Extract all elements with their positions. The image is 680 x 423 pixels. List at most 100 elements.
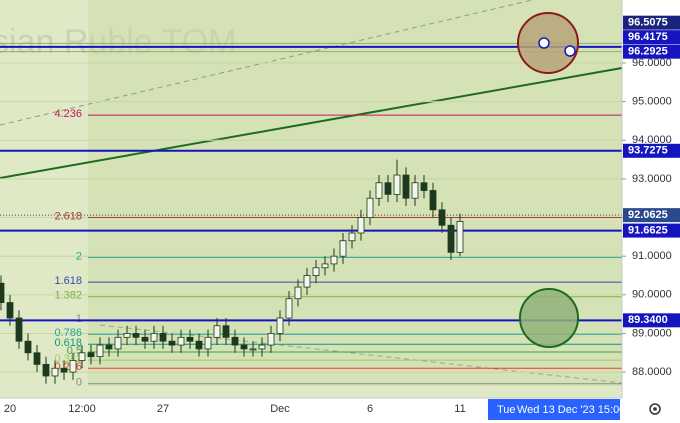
price-level-label: 93.7275 [628,145,668,157]
candle-body [213,325,221,338]
candle-body [33,352,41,365]
candle-body [87,352,95,358]
y-tick-label: 90.0000 [632,289,672,301]
candle-body [78,352,86,361]
candle-body [285,298,293,319]
candle-body [222,325,230,338]
y-tick-label: 91.0000 [632,250,672,262]
target-circle [519,288,579,348]
trend-line-dashed [99,324,623,384]
candle-body [186,336,194,342]
price-level-box [623,44,680,59]
fib-label: 0.236 [54,361,82,373]
settings-icon[interactable] [649,403,661,415]
fib-label: 1 [76,313,82,325]
candle-body [429,190,437,211]
x-tick-label: Dec [270,403,290,415]
fib-label: 1.618 [54,275,82,287]
candle-body [267,333,275,346]
price-level-box [623,143,680,158]
candle-body [15,317,23,342]
candle-body [303,275,311,288]
candle-body [132,333,140,338]
price-level-box [623,15,680,30]
candle-body [0,282,5,303]
x-tick-label: 6 [367,403,373,415]
candle-body [6,302,14,319]
candle-body [420,182,428,191]
candle-body [447,224,455,253]
y-tick-label: 96.0000 [632,57,672,69]
candle-body [42,363,50,377]
y-tick-label: 95.0000 [632,96,672,108]
candle-body [96,344,104,358]
y-tick-label: 88.0000 [632,366,672,378]
price-level-label: 96.5075 [628,17,668,29]
candle-body [321,263,329,269]
candle-body [114,336,122,350]
candle-body [276,317,284,334]
candle-body [159,333,167,342]
candle-body [105,344,113,350]
candle-body [258,344,266,350]
price-level-box [623,30,680,45]
watermark: sian Ruble TOM [0,23,236,61]
candle-body [402,174,410,199]
fib-label: 1.382 [54,290,82,302]
x-tick-label: 20 [4,403,16,415]
candle-body [60,367,68,373]
candles [0,159,464,384]
candle-body [438,209,446,226]
candle-body [177,336,185,346]
candle-body [330,255,338,265]
candle-body [51,367,59,377]
cursor-time-box [488,399,620,420]
candle-body [348,232,356,242]
price-level-label: 89.3400 [628,314,668,326]
candle-body [294,286,302,300]
levels: 4.2362.61821.6181.38210.7860.6180.50.382… [0,42,622,389]
candle-body [357,217,365,234]
price-axis [622,0,680,398]
candle-body [249,348,257,351]
handle [538,37,550,49]
candle-body [141,336,149,342]
fib-label: 0.786 [54,327,82,339]
fib-label: 0.5 [67,345,82,357]
cursor-time: Wed 13 Dec '23 15:00 [517,404,625,416]
candle-body [150,333,158,342]
candle-body [366,197,374,218]
x-tick-label: 12:00 [68,403,96,415]
candle-body [231,336,239,346]
price-level-label: 91.6625 [628,224,668,236]
price-level-label: 96.2925 [628,46,668,58]
candle-body [339,240,347,257]
fib-label: 0 [76,377,82,389]
y-tick-label: 93.0000 [632,173,672,185]
candle-body [69,360,77,373]
candle-body [312,267,320,276]
candle-body [168,340,176,346]
fib-label: 4.236 [54,108,82,120]
y-tick-label: 89.0000 [632,327,672,339]
handle [564,45,576,57]
fib-label: 0.618 [54,337,82,349]
candle-body [195,340,203,350]
candle-body [240,344,248,350]
candle-body [375,182,383,199]
trend-line [0,67,623,179]
candle-body [384,182,392,195]
candle-body [123,333,131,338]
price-level-box [623,223,680,238]
fib-label: 2 [76,250,82,262]
fib-label: 2.618 [54,210,82,222]
candle-body [456,221,464,253]
x-tick-label: 27 [157,403,169,415]
candle-body [411,182,419,199]
cursor-weekday: Tue [497,404,516,416]
y-tick-label: 94.0000 [632,134,672,146]
candle-body [204,336,212,350]
candle-body [393,174,401,195]
